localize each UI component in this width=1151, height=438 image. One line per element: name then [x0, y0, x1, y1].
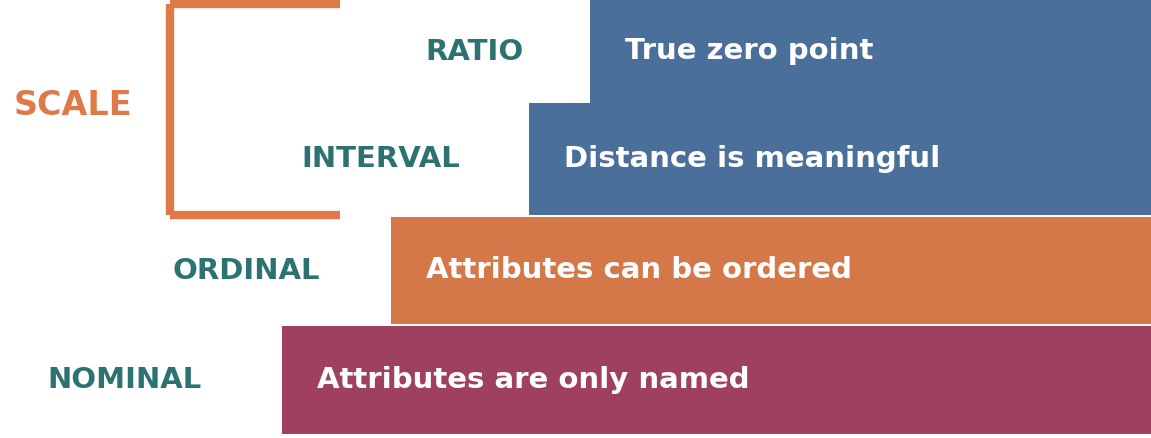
Text: RATIO: RATIO	[426, 38, 524, 66]
Text: Attributes can be ordered: Attributes can be ordered	[426, 257, 852, 284]
Text: SCALE: SCALE	[13, 88, 132, 122]
Text: Attributes are only named: Attributes are only named	[317, 366, 749, 394]
Bar	[529, 103, 1151, 215]
Text: True zero point: True zero point	[625, 38, 874, 65]
Bar	[282, 326, 1151, 434]
Text: ORDINAL: ORDINAL	[173, 257, 320, 285]
Text: Distance is meaningful: Distance is meaningful	[564, 145, 940, 173]
Text: NOMINAL: NOMINAL	[47, 366, 201, 394]
Bar	[590, 0, 1151, 103]
Bar	[391, 217, 1151, 324]
Text: INTERVAL: INTERVAL	[302, 145, 460, 173]
